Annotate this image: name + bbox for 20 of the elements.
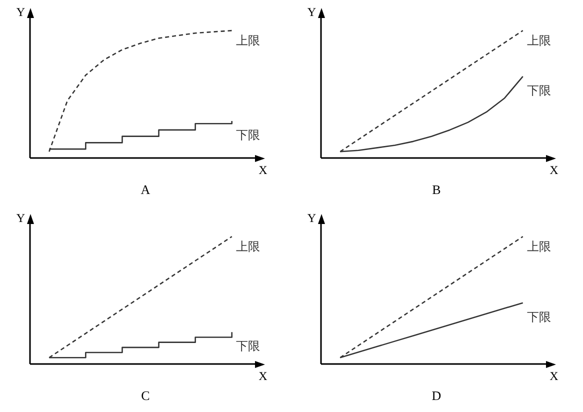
series-label: 上限	[236, 240, 260, 254]
y-axis-title: Y	[307, 5, 316, 19]
series-label: 下限	[236, 339, 260, 354]
x-axis-title: X	[258, 369, 268, 383]
text: B	[431, 182, 442, 198]
text: D	[430, 388, 442, 404]
y-axis-title: Y	[16, 211, 26, 225]
series-label: 下限	[526, 310, 551, 324]
y-axis-title: Y	[16, 5, 26, 19]
series-label: 上限	[526, 240, 551, 254]
text: A	[140, 182, 152, 198]
series-label: 下限	[236, 128, 260, 142]
text: C	[140, 388, 151, 404]
x-axis-title: X	[550, 369, 559, 383]
series-label: 上限	[526, 34, 551, 48]
x-axis-title: X	[550, 163, 559, 177]
x-axis-title: X	[258, 163, 268, 177]
y-axis-title: Y	[307, 211, 316, 225]
series-label: 下限	[526, 83, 551, 98]
series-label: 上限	[236, 34, 260, 48]
